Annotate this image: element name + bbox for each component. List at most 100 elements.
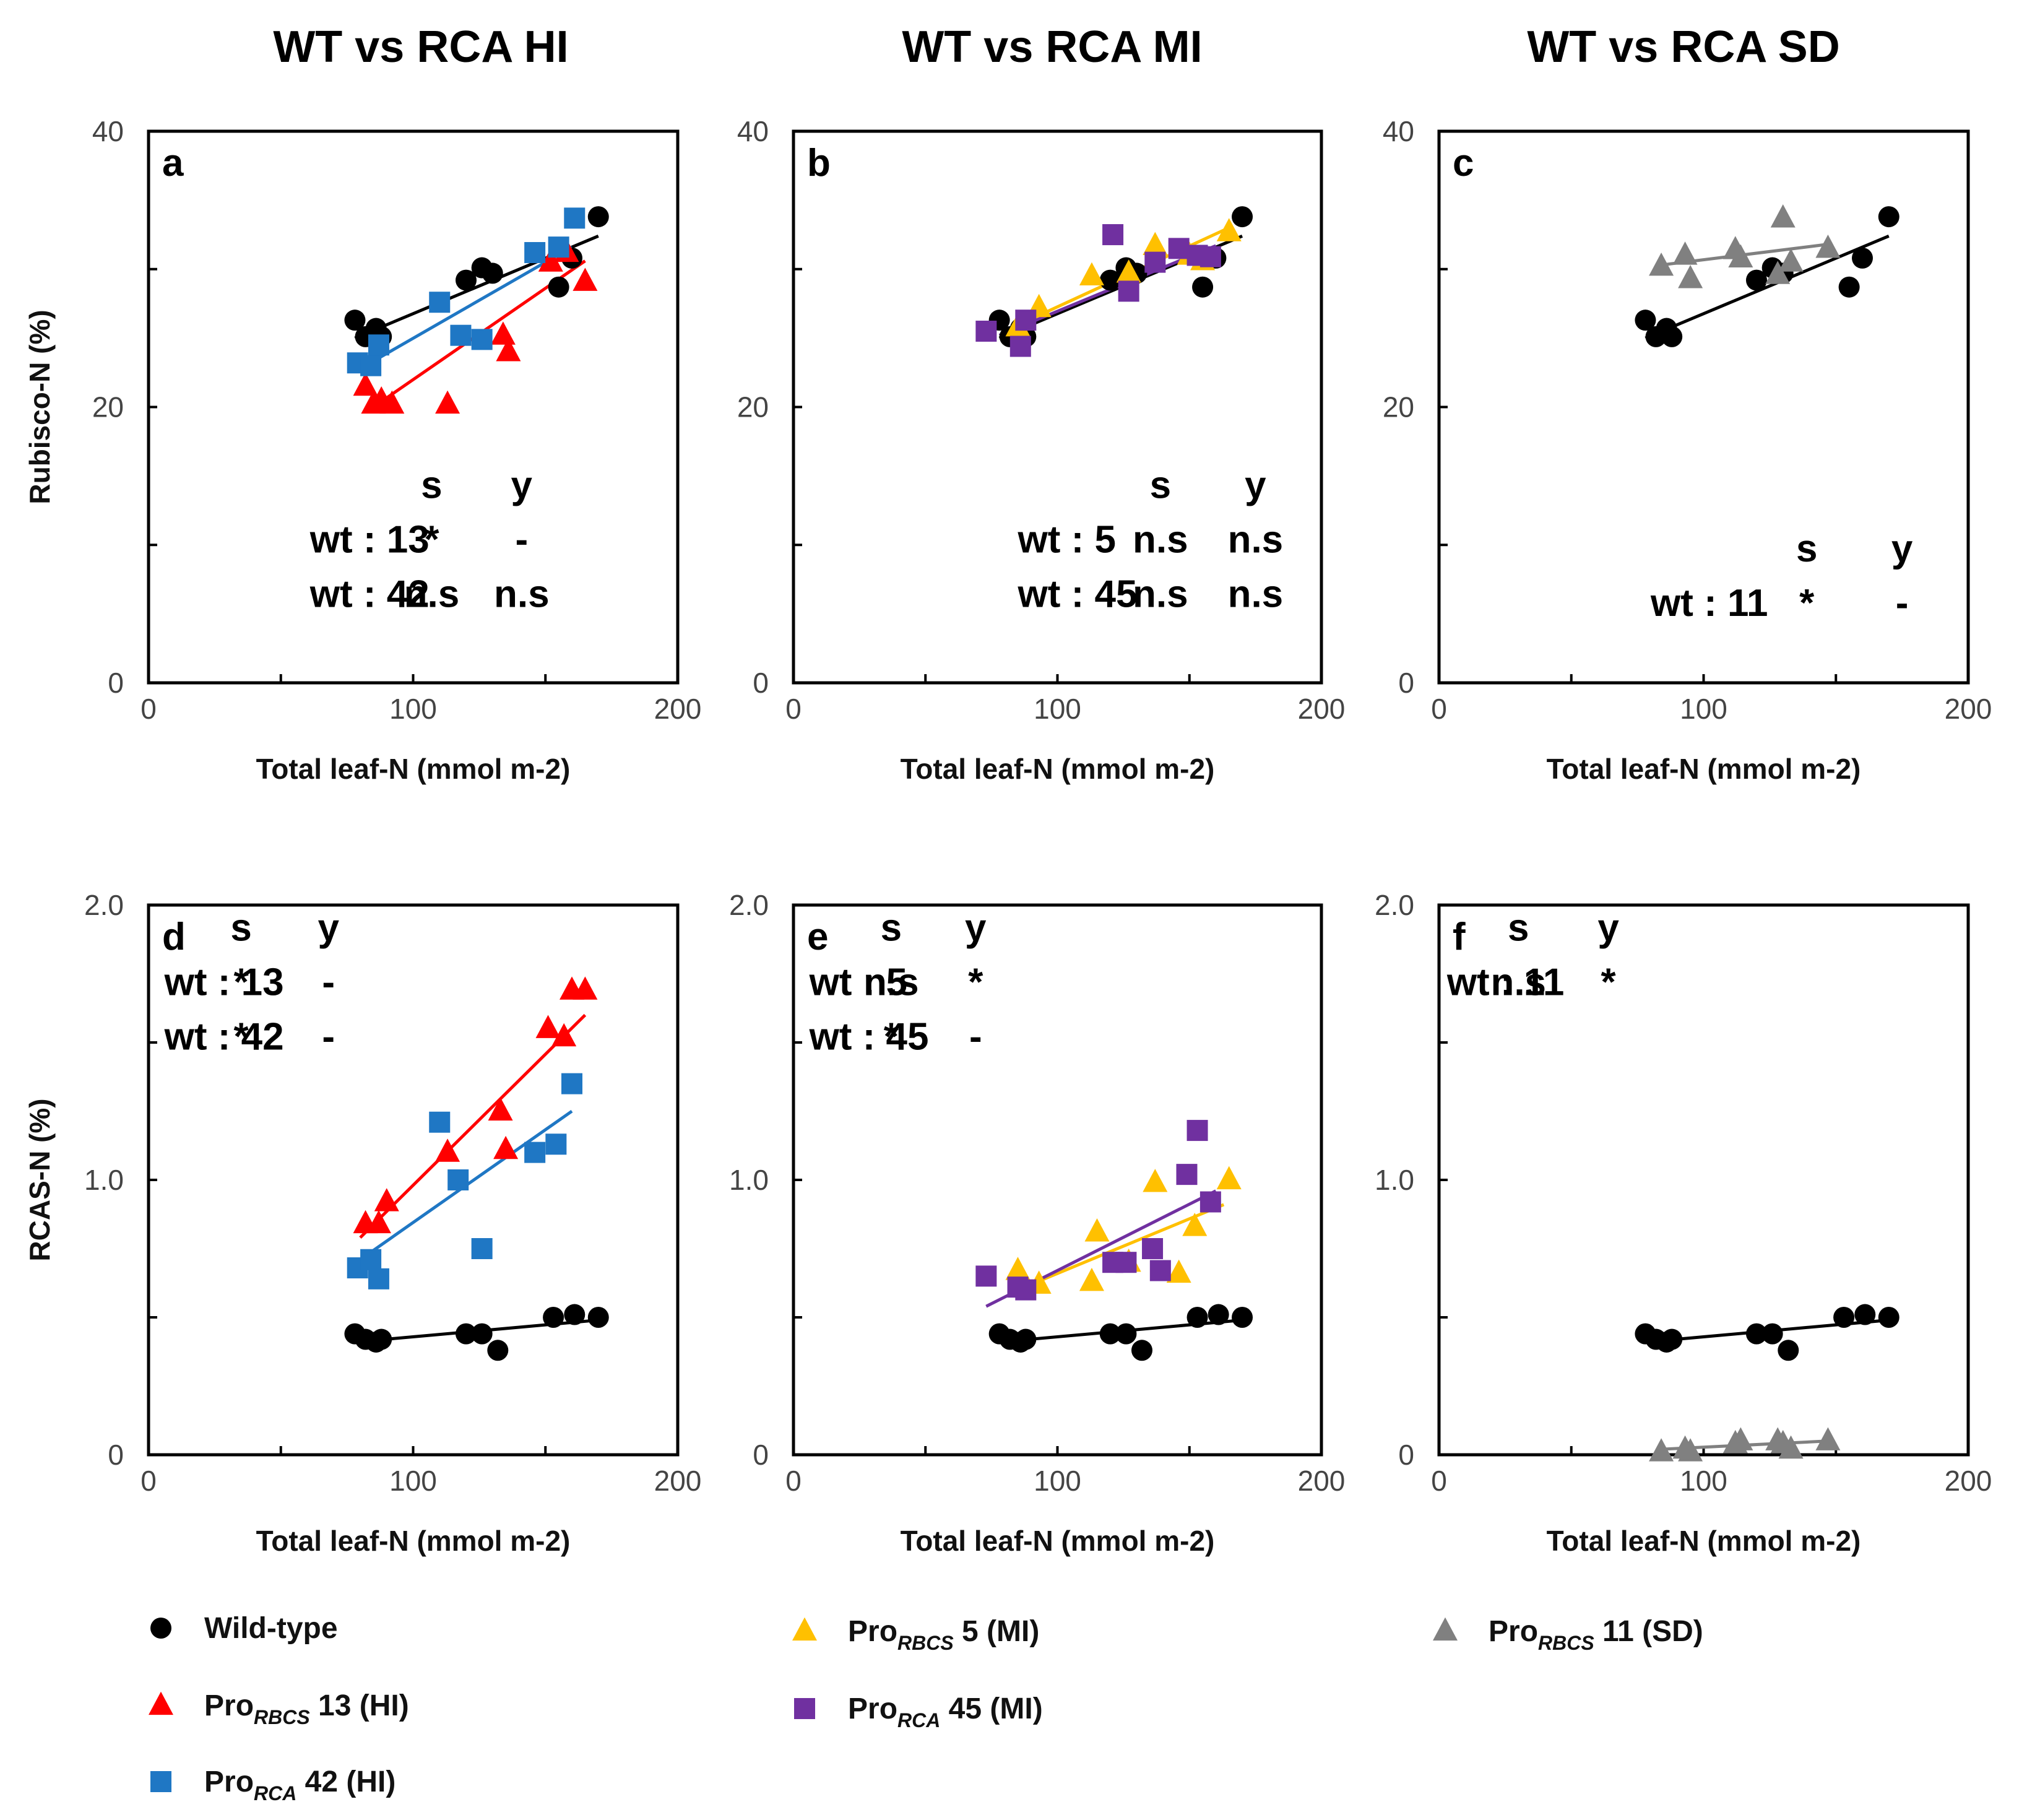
panel-e-rbcs5-point [1216,1166,1242,1190]
legend-rbcs11-suffix: 11 (SD) [1594,1615,1703,1648]
panel-e-rbcs5-fit-line [1017,1203,1225,1291]
panel-d-rca42-point [447,1169,469,1190]
panel-e-stat-row-s: n.s [863,961,919,1004]
panel-e-stat-row-label: wt : 5 [809,961,907,1004]
legend-rca42-marker [150,1771,171,1792]
panel-a-stat-header-y: y [511,464,533,507]
legend-rbcs11-subscript: RBCS [1538,1632,1594,1654]
panel-b-stat-header-s: s [1150,464,1171,507]
panel-d-wt-point [456,1323,477,1345]
panel-b-ytick-label: 0 [753,667,769,699]
legend-wt-prefix: Wild-type [204,1612,338,1645]
panel-f-xtick-label: 0 [1431,1465,1447,1497]
panel-d-ytick-label: 2.0 [84,889,124,921]
panel-d-ytick-label: 0 [108,1439,124,1471]
panel-b-stat-header-y: y [1245,464,1266,507]
panel-d-wt-point [471,1323,493,1345]
panel-c-rbcs11-point [1778,248,1804,272]
legend-item-wt: Wild-type [150,1612,338,1645]
legend-rca42-prefix: Pro [204,1766,254,1798]
panel-c-xtick-label: 200 [1945,693,1992,725]
panel-a-xlabel: Total leaf-N (mmol m-2) [256,753,571,785]
panel-c-xlabel: Total leaf-N (mmol m-2) [1547,753,1861,785]
panel-c-wt-point [1661,326,1683,347]
legend-rbcs13-suffix: 13 (HI) [310,1689,409,1722]
panel-c-rbcs11-point [1678,265,1703,288]
panel-a: 0 100 200 0 20 40 Total leaf-N (mmol m-2) Rubis… [24,115,701,785]
panel-a-rbcs13-point [538,248,563,272]
panel-f-rbcs11-point [1649,1438,1674,1462]
panel-e-xtick-label: 200 [1298,1465,1346,1497]
panel-c-rbcs11-point [1672,241,1698,265]
legend-rbcs5-suffix: 5 (MI) [954,1615,1040,1648]
panel-c-wt-point [1746,269,1767,291]
panel-f-wt-point [1778,1340,1799,1361]
panel-f-stat-header-s: s [1508,907,1529,950]
panel-b-rca45-point [1015,310,1037,331]
panel-d-wt-point [543,1307,564,1328]
panel-a-rca42-point [524,242,546,264]
panel-a-xtick-label: 100 [389,693,437,725]
panel-d-rbcs13-point [493,1135,519,1159]
panel-e-wt-point [1186,1307,1208,1328]
panel-e-rca45-point [1199,1191,1221,1213]
panel-a-rca42-point [360,355,382,376]
panel-c-ytick-label: 40 [1383,115,1414,147]
panel-c-stat-header-s: s [1796,527,1817,570]
legend-rbcs13-prefix: Pro [204,1689,254,1722]
panel-e-wt-point [1115,1323,1137,1345]
panel-f-stat-row-s: n.s [1490,961,1546,1004]
panel-f-ytick-label: 0 [1398,1439,1414,1471]
panel-d-rbcs13-point [366,1210,391,1234]
legend-rbcs11-marker [1433,1617,1458,1641]
panel-a-stat-row-s: n.s [404,573,460,616]
panel-e-rbcs5-point [1005,1257,1031,1280]
panel-a-letter: a [162,142,184,184]
panel-a-stat-row-label: wt : 13 [309,519,430,561]
panel-e-rca45-point [1149,1260,1171,1281]
panel-b-wt-point [1099,269,1121,291]
panel-d-rca42-point [429,1111,451,1133]
panel-f-wt-point [1854,1304,1876,1325]
panel-a-stat-header-s: s [421,464,442,507]
legend-rca45-label: ProRCA 45 (MI) [848,1692,1043,1731]
legend-rbcs5-subscript: RBCS [897,1632,954,1654]
panel-c: 0 100 200 0 20 40 Total leaf-N (mmol m-2) c s y wt… [1383,115,1992,785]
panel-e-rbcs5-point [1079,1267,1104,1291]
panel-b-ytick-label: 40 [737,115,769,147]
panel-a-stat-row-s: * [424,519,439,561]
panel-a-wt-point [456,269,477,291]
panel-c-wt-point [1838,276,1860,298]
panel-b: 0 100 200 0 20 40 Total leaf-N (mmol m-2) b s y wt… [737,115,1346,785]
panel-c-stat-row-y: - [1896,582,1909,625]
panel-d-stat-row-label: wt : 13 [164,961,284,1004]
panel-d-wt-point [487,1340,509,1361]
panel-a-stat-row-y: n.s [494,573,550,616]
panel-d-wt-point [371,1328,392,1350]
panel-b-rbcs5-point [1143,232,1168,256]
panel-a-rbcs13-point [379,390,405,414]
panel-d-xtick-label: 200 [654,1465,702,1497]
panel-a-wt-point [587,206,609,228]
panel-f-wt-point [1833,1307,1855,1328]
panel-c-ytick-label: 0 [1398,667,1414,699]
panel-b-rca45-point [1102,224,1124,246]
panel-f-ytick-label: 1.0 [1375,1164,1414,1196]
panel-a-xtick-label: 0 [140,693,157,725]
legend-rca45-suffix: 45 (MI) [940,1692,1042,1725]
legend-rbcs13-marker [149,1691,173,1715]
panel-e-stat-row-y: - [969,1016,982,1059]
panel-e-stat-row-s: * [884,1016,899,1059]
panel-d-stat-row-y: - [322,1016,335,1059]
panel-d-stat-header-y: y [318,907,339,950]
panel-d-rbcs13-point [435,1138,460,1162]
panel-f: 0 100 200 0 1.0 2.0 Total leaf-N (mmol m-2) f s y… [1375,889,1992,1557]
panel-e-rca45-point [1015,1279,1037,1301]
legend-rca45-prefix: Pro [848,1692,897,1725]
panel-b-rca45-point [975,320,997,342]
legend-item-rca42: ProRCA 42 (HI) [150,1766,395,1805]
panel-f-xtick-label: 200 [1945,1465,1992,1497]
panel-f-xlabel: Total leaf-N (mmol m-2) [1547,1525,1861,1557]
panel-a-rca42-point [564,207,586,229]
